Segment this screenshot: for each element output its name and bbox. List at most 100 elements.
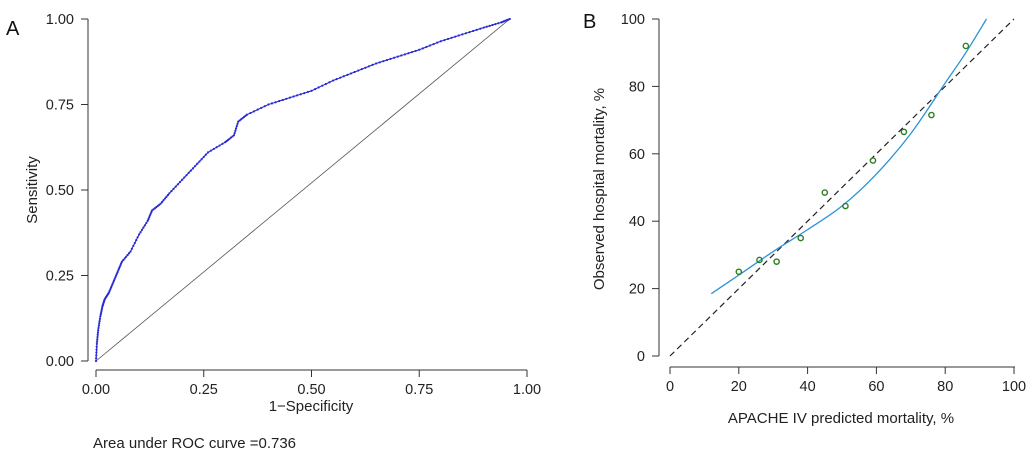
panel-a-roc-point [285, 97, 288, 100]
panel-a-roc-point [98, 320, 101, 323]
panel-a-roc-point [135, 239, 138, 242]
panel-a-roc-point [371, 63, 374, 66]
panel-a-roc-point [165, 195, 168, 198]
panel-a-roc-point [346, 73, 349, 76]
panel-b-y-tick-label: 80 [629, 79, 645, 95]
panel-b-ticks [652, 18, 1015, 374]
panel-b-observed-point [821, 189, 829, 196]
panel-b-observed-point [756, 256, 763, 264]
panel-a-roc-point [482, 26, 485, 29]
panel-a-roc-point [418, 48, 421, 51]
panel-a-roc-point [252, 110, 256, 113]
panel-a-roc-point [117, 267, 121, 270]
panel-b-observed-point [735, 268, 743, 276]
panel-a-roc-point [256, 108, 259, 111]
panel-a-y-tick-label: 0.50 [46, 183, 74, 199]
panel-a-roc-point [200, 158, 203, 161]
panel-a-roc-point [196, 162, 199, 165]
panel-a-roc-point [108, 289, 111, 292]
panel-a-roc-point [497, 22, 500, 25]
panel-a-x-tick-label: 1.00 [513, 382, 541, 398]
panel-a-roc-point [454, 35, 457, 38]
panel-a-roc-point [292, 95, 295, 98]
panel-a-roc-point [96, 338, 99, 341]
panel-a-roc-point [138, 233, 141, 236]
panel-a-roc-point [393, 56, 396, 59]
panel-a-roc-point [464, 32, 468, 35]
panel-a-roc-point [99, 315, 102, 318]
panel-a-roc-point [324, 82, 327, 86]
panel-a-roc-point [339, 76, 342, 79]
panel-a-roc-point [328, 81, 331, 84]
panel-a-roc-point [233, 131, 236, 135]
panel-a-roc-point [221, 142, 224, 145]
panel-a-roc-point [436, 41, 439, 44]
panel-b: B 0 20 40 60 80 100 0 20 40 60 80 100 APACHE IV pre… [583, 11, 1026, 427]
panel-a-roc-point [382, 60, 385, 63]
panel-a-roc-point [274, 101, 277, 104]
panel-a-y-tick-label: 0.25 [46, 269, 74, 285]
panel-b-y-tick-label: 100 [621, 12, 645, 28]
panel-a-y-tick-label: 1.00 [46, 12, 74, 28]
panel-a-roc-point [95, 345, 98, 348]
panel-a-roc-point [206, 151, 210, 154]
panel-a-roc-point [364, 66, 367, 69]
panel-a-roc-point [170, 190, 173, 193]
panel-a-roc-point [410, 50, 414, 54]
panel-a-roc-point [218, 144, 221, 147]
panel-a-roc-point [299, 93, 302, 96]
panel-a-roc-point [331, 79, 335, 82]
panel-a-roc-point [232, 134, 236, 137]
panel-a-roc-point [421, 47, 424, 50]
panel-a-roc-point [185, 174, 188, 177]
panel-a-roc-point [95, 357, 98, 360]
panel-a-roc-point [396, 55, 399, 58]
panel-a-roc-point [168, 192, 171, 195]
panel-a-roc-point [479, 27, 482, 30]
panel-a-roc-point [99, 313, 102, 316]
panel-a-roc-point [306, 90, 310, 94]
panel-a-reference-line [95, 18, 511, 362]
panel-a-roc-point [461, 33, 464, 36]
panel-a-roc-point [367, 65, 371, 68]
panel-a-roc-point [159, 202, 162, 205]
panel-a-roc-point [96, 335, 99, 339]
panel-a-roc-point [95, 348, 98, 351]
panel-a-roc-point [130, 247, 134, 250]
panel-a-roc-point [109, 288, 112, 291]
panel-a-roc-point [310, 89, 313, 92]
panel-a-roc-point [113, 277, 116, 281]
panel-b-x-label: APACHE IV predicted mortality, % [728, 410, 954, 427]
panel-a-roc-point [468, 31, 471, 34]
panel-a-roc-point [181, 178, 184, 181]
panel-a-roc-point [112, 281, 115, 284]
panel-a-roc-point [360, 68, 363, 71]
panel-b-x-tick-label: 0 [666, 379, 674, 395]
panel-a-roc-point [163, 197, 167, 200]
panel-b-y-tick-label: 20 [629, 282, 645, 298]
panel-a-roc-point [245, 113, 248, 116]
panel-a-roc-point [162, 199, 165, 202]
panel-b-observed-point [962, 42, 970, 50]
panel-a-roc-point [123, 257, 126, 260]
panel-b-y-tick-label: 60 [629, 147, 645, 163]
panel-a-roc-point [191, 167, 195, 170]
panel-b-x-tick-label: 100 [1002, 379, 1026, 395]
panel-a-roc-point [140, 228, 144, 231]
panel-a-roc-point [303, 92, 306, 95]
panel-b-letter: B [583, 11, 596, 33]
panel-a-roc-point [126, 253, 129, 257]
panel-a-roc-point [147, 217, 150, 221]
panel-a-roc-point [296, 94, 299, 97]
panel-b-reference-line [669, 18, 1015, 357]
panel-a-x-tick-label: 0.50 [297, 382, 325, 398]
panel-a-roc-point [148, 214, 151, 217]
panel-b-observed-point [928, 111, 935, 119]
panel-a-roc-point [95, 354, 98, 357]
panel-a-roc-point [183, 176, 186, 179]
panel-a-y-tick-label: 0.00 [46, 354, 74, 370]
panel-a-roc-point [97, 324, 100, 327]
panel-a-roc-point [101, 306, 104, 310]
panel-b-observed-point [797, 234, 805, 242]
